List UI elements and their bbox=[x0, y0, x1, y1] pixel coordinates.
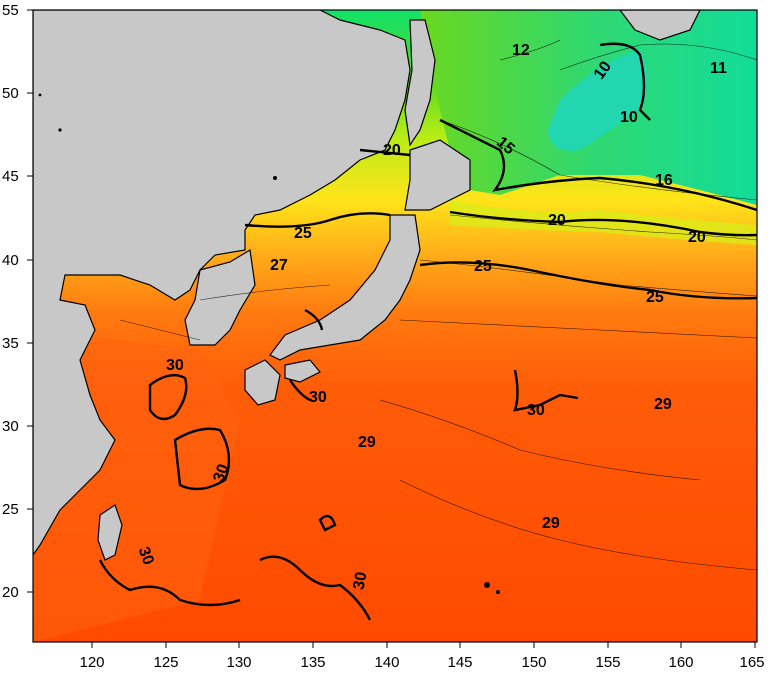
contour-label: 25 bbox=[294, 225, 312, 242]
bold-isotherms bbox=[98, 42, 757, 621]
lon-tick-label: 120 bbox=[79, 654, 104, 671]
contour-label: 29 bbox=[654, 396, 672, 413]
contour-label: 29 bbox=[542, 515, 560, 532]
contour-label: 30 bbox=[166, 357, 184, 374]
lon-tick-label: 165 bbox=[739, 654, 764, 671]
lat-tick-label: 25 bbox=[2, 501, 19, 518]
lon-tick-label: 145 bbox=[447, 654, 472, 671]
contour-label: 30 bbox=[527, 402, 545, 419]
land-sakhalin bbox=[404, 19, 436, 147]
land-korea bbox=[184, 249, 256, 346]
lat-tick-label: 35 bbox=[2, 335, 19, 352]
lat-tick-label: 30 bbox=[2, 418, 19, 435]
lon-tick-label: 140 bbox=[374, 654, 399, 671]
land-japan-kyushu bbox=[244, 359, 281, 406]
contour-label: 27 bbox=[270, 257, 288, 274]
land-asia bbox=[33, 10, 411, 557]
plot-area: 12 10 11 10 15 20 16 20 20 25 25 25 27 3… bbox=[33, 10, 757, 642]
land-taiwan bbox=[97, 504, 123, 561]
contour-label: 11 bbox=[710, 60, 727, 77]
land-japan-shikoku bbox=[284, 359, 321, 383]
lon-tick-label: 135 bbox=[300, 654, 325, 671]
lat-tick-label: 50 bbox=[2, 85, 19, 102]
plot-frame bbox=[32, 9, 758, 643]
lon-tick-label: 130 bbox=[226, 654, 251, 671]
latitude-axis: 55 50 45 40 35 30 25 20 bbox=[2, 2, 19, 601]
lon-tick-label: 150 bbox=[521, 654, 546, 671]
contour-label: 29 bbox=[358, 434, 376, 451]
contour-label: 25 bbox=[474, 258, 492, 275]
land-hokkaido bbox=[404, 139, 471, 211]
lat-tick-label: 20 bbox=[2, 584, 19, 601]
contour-label: 20 bbox=[383, 142, 401, 159]
cold-eddy bbox=[548, 50, 648, 151]
contour-label: 20 bbox=[688, 229, 706, 246]
contour-label: 30 bbox=[210, 462, 232, 485]
contour-label: 30 bbox=[351, 571, 371, 592]
contour-label: 10 bbox=[620, 109, 638, 126]
land-kamchatka bbox=[619, 10, 701, 41]
contour-label: 16 bbox=[655, 172, 673, 189]
longitude-axis: 120 125 130 135 140 145 150 155 160 165 bbox=[79, 654, 764, 671]
lat-tick-label: 45 bbox=[2, 168, 19, 185]
contour-label: 20 bbox=[548, 212, 566, 229]
lat-tick-label: 40 bbox=[2, 252, 19, 269]
tick-marks bbox=[27, 9, 756, 648]
contour-label: 12 bbox=[512, 42, 530, 59]
lon-tick-label: 160 bbox=[668, 654, 693, 671]
contour-label: 30 bbox=[309, 389, 327, 406]
contour-labels: 12 10 11 10 15 20 16 20 20 25 25 25 27 3… bbox=[135, 42, 727, 591]
contour-label: 25 bbox=[646, 289, 664, 306]
lon-tick-label: 155 bbox=[595, 654, 620, 671]
island-dots bbox=[38, 93, 500, 594]
contour-label: 30 bbox=[135, 545, 157, 568]
land-japan-honshu bbox=[269, 214, 421, 361]
lat-tick-label: 55 bbox=[2, 2, 19, 19]
lon-tick-label: 125 bbox=[153, 654, 178, 671]
